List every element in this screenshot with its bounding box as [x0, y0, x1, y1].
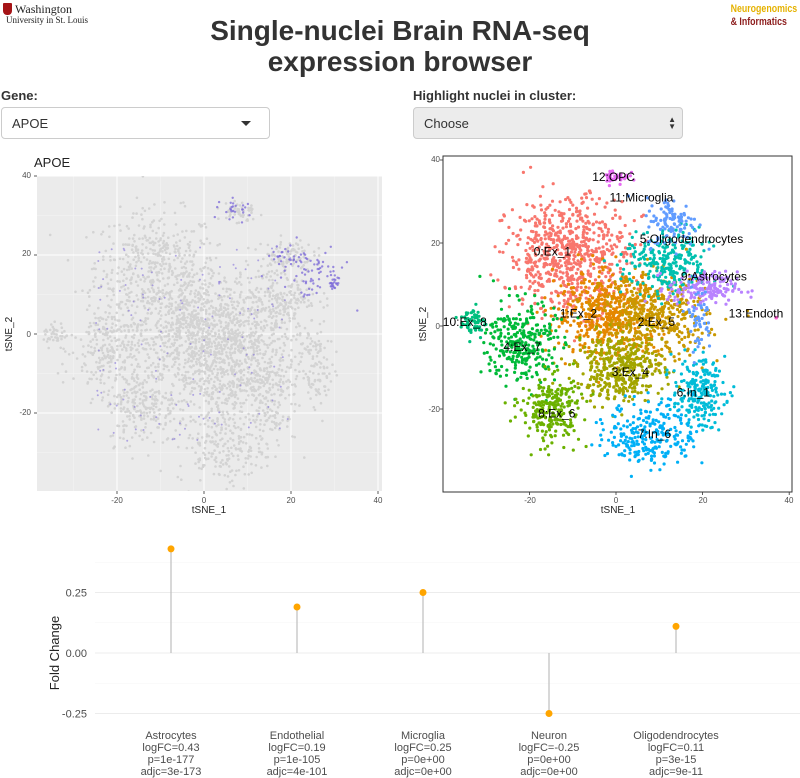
- fold-change-xlabel-1-3: adjc=4e-101: [267, 766, 328, 778]
- fold-change-xlabel-1-2: p=1e-105: [274, 754, 321, 766]
- fold-change-ylabel: Fold Change: [47, 616, 62, 690]
- gene-select-value: APOE: [12, 116, 49, 131]
- cluster-label-8: 8:Ex_6: [538, 406, 576, 420]
- fold-change-xlabel-3-1: logFC=-0.25: [519, 742, 580, 754]
- lollipop-point-microglia: [419, 589, 427, 596]
- cluster-label: Highlight nuclei in cluster:: [413, 88, 577, 103]
- fold-change-xlabel-0-0: Astrocytes: [145, 730, 197, 742]
- tsne-left-ytick-0: 0: [27, 330, 32, 339]
- updown-arrows-icon: ▲ ▼: [668, 115, 676, 131]
- cluster-label-9: 9:Astrocytes: [681, 269, 747, 283]
- tsne-left-xtick-40: 40: [374, 496, 383, 505]
- gene-label: Gene:: [1, 88, 38, 103]
- tsne-right-xtick-0: 0: [614, 496, 619, 505]
- university-logo-line1: Washington: [15, 2, 73, 16]
- fold-change-xlabel-4-0: Oligodendrocytes: [633, 730, 719, 742]
- fold-change-xlabel-4-1: logFC=0.11: [648, 742, 704, 754]
- tsne-left-xlabel: tSNE_1: [192, 505, 227, 515]
- fold-change-xlabel-0-3: adjc=3e-173: [141, 766, 202, 778]
- fold-change-xlabel-1-0: Endothelial: [270, 730, 324, 742]
- lab-logo: Neurogenomics & Informatics: [730, 3, 797, 29]
- fold-change-xlabel-4-3: adjc=9e-11: [649, 766, 703, 778]
- fold-change-marks: [167, 545, 680, 717]
- tsne-left-points: [42, 176, 359, 491]
- tsne-right-ticks: [440, 159, 790, 495]
- tsne-left-ytick-m20: -20: [19, 408, 31, 417]
- tsne-left-ylabel: tSNE_2: [4, 316, 15, 351]
- fold-change-xlabel-2-0: Microglia: [401, 730, 446, 742]
- cluster-select[interactable]: Choose ▲ ▼: [413, 107, 683, 139]
- fold-change-xlabel-2-1: logFC=0.25: [394, 742, 451, 754]
- university-logo-line2: University in St. Louis: [6, 15, 89, 25]
- cluster-label-11: 11:Microglia: [610, 191, 674, 205]
- cluster-label-7: 7:In_6: [638, 427, 672, 441]
- cluster-label-12: 12:OPC: [592, 170, 635, 184]
- lollipop-point-oligodendrocytes: [672, 622, 680, 630]
- tsne-right-ytick-40: 40: [431, 155, 440, 164]
- gene-select[interactable]: APOE: [1, 107, 270, 139]
- tsne-left-ytick-20: 20: [22, 249, 31, 258]
- tsne-left-ticks: [34, 175, 379, 494]
- tsne-left-xtick-20: 20: [287, 496, 296, 505]
- lab-logo-line1: Neurogenomics: [730, 3, 797, 15]
- page-title: Single-nuclei Brain RNA-seq expression b…: [0, 15, 800, 77]
- lollipop-point-astrocytes: [167, 545, 175, 553]
- fold-change-xlabel-4-2: p=3e-15: [656, 754, 697, 766]
- fold-change-yticks: 0.25 0.00 -0.25: [62, 588, 87, 721]
- fold-change-xlabel-0-2: p=1e-177: [148, 754, 195, 766]
- lollipop-point-neuron: [545, 710, 553, 717]
- tsne-right-xlabel: tSNE_1: [601, 505, 636, 515]
- tsne-left-title: APOE: [34, 155, 70, 170]
- tsne-right-ylabel: tSNE_2: [418, 306, 429, 341]
- fold-change-ytick: 0.00: [66, 648, 87, 660]
- tsne-left-xtick-m20: -20: [111, 496, 123, 505]
- tsne-expression-plot: APOE 40 20 0 -20 -20 0 20 40 tSNE_1 tSNE…: [4, 155, 383, 515]
- fold-change-xlabel-3-2: p=0e+00: [527, 754, 570, 766]
- cluster-label-1: 1:Ex_2: [560, 307, 598, 321]
- cluster-label-0: 0:Ex_1: [534, 244, 572, 258]
- tsne-right-xtick-m20: -20: [524, 496, 536, 505]
- fold-change-chart: 0.250.00-0.25 AstrocyteslogFC=0.43p=1e-1…: [47, 545, 800, 778]
- fold-change-xlabel-2-3: adjc=0e+00: [394, 766, 452, 778]
- fold-change-xlabel-2-2: p=0e+00: [401, 754, 444, 766]
- cluster-label-2: 2:Ex_5: [638, 315, 676, 329]
- fold-change-ytick: 0.25: [66, 588, 87, 600]
- cluster-label-3: 3:Ex_4: [612, 365, 650, 379]
- fold-change-xlabel-1-1: logFC=0.19: [268, 742, 325, 754]
- tsne-right-ytick-0: 0: [436, 322, 441, 331]
- page-title-line1: Single-nuclei Brain RNA-seq: [210, 15, 590, 46]
- tsne-cluster-plot: 0:Ex_1 1:Ex_2 2:Ex_5 3:Ex_4 4:Ex_7 5:Oligoden…: [418, 155, 794, 515]
- fold-change-xlabel-3-3: adjc=0e+00: [520, 766, 578, 778]
- tsne-right-xtick-40: 40: [785, 496, 794, 505]
- crest-icon: [3, 3, 12, 15]
- lollipop-point-endothelial: [293, 603, 301, 611]
- tsne-right-ytick-m20: -20: [428, 405, 440, 414]
- cluster-select-value: Choose: [424, 116, 469, 131]
- tsne-right-ytick-20: 20: [431, 239, 440, 248]
- chevron-down-icon: [241, 121, 251, 126]
- cluster-label-13: 13:Endoth: [729, 307, 784, 321]
- fold-change-grid: [95, 561, 800, 714]
- tsne-left-ytick-40: 40: [22, 171, 31, 180]
- tsne-right-cluster-labels: 0:Ex_1 1:Ex_2 2:Ex_5 3:Ex_4 4:Ex_7 5:Oligoden…: [443, 170, 784, 441]
- cluster-label-10: 10:Ex_8: [443, 315, 487, 329]
- cluster-label-4: 4:Ex_7: [503, 340, 541, 354]
- tsne-right-points: [454, 165, 779, 478]
- fold-change-xlabel-3-0: Neuron: [531, 730, 567, 742]
- page-title-line2: expression browser: [267, 46, 533, 77]
- lab-logo-line2: & Informatics: [730, 16, 787, 28]
- fold-change-xlabel-0-1: logFC=0.43: [142, 742, 199, 754]
- fold-change-ytick: -0.25: [62, 709, 87, 721]
- cluster-label-5: 5:Oligodendrocytes: [640, 232, 743, 246]
- university-logo: Washington University in St. Louis: [3, 2, 93, 28]
- tsne-right-xtick-20: 20: [699, 496, 708, 505]
- tsne-left-xtick-0: 0: [202, 496, 207, 505]
- cluster-label-6: 6:In_1: [677, 386, 711, 400]
